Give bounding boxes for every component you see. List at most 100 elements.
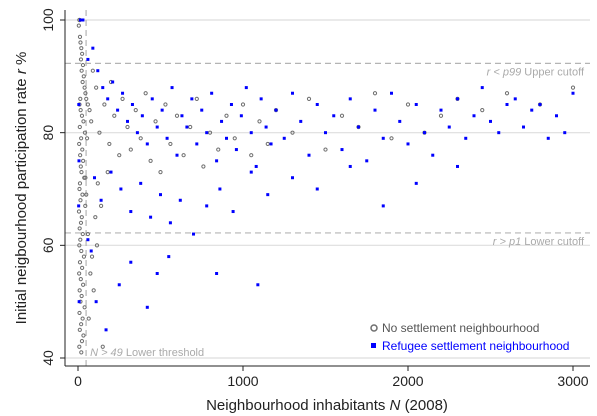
data-point-refugee-settlement — [180, 114, 184, 118]
legend: No settlement neighbourhood Refugee sett… — [370, 321, 569, 353]
data-point-refugee-settlement — [81, 18, 85, 22]
data-point-no-settlement — [80, 79, 85, 85]
reference-line-label: r > p1 Lower cutoff — [493, 236, 585, 248]
data-point-no-settlement — [372, 91, 378, 96]
data-point-no-settlement — [158, 170, 163, 175]
data-point-refugee-settlement — [231, 210, 235, 214]
data-point-refugee-settlement — [99, 198, 103, 202]
data-point-no-settlement — [107, 141, 112, 147]
data-point-refugee-settlement — [149, 215, 153, 219]
data-point-refugee-settlement — [414, 181, 418, 185]
data-point-refugee-settlement — [109, 170, 113, 174]
data-point-no-settlement — [86, 316, 91, 321]
data-point-no-settlement — [88, 271, 93, 276]
data-point-no-settlement — [224, 113, 229, 118]
x-tick-label: 1000 — [227, 373, 258, 389]
data-point-no-settlement — [232, 136, 237, 141]
data-point-refugee-settlement — [373, 108, 377, 112]
data-point-refugee-settlement — [348, 164, 352, 168]
data-point-refugee-settlement — [225, 136, 228, 140]
data-point-no-settlement — [455, 96, 460, 101]
data-point-refugee-settlement — [135, 131, 139, 135]
data-point-refugee-settlement — [489, 119, 492, 123]
data-point-refugee-settlement — [145, 305, 149, 309]
data-point-refugee-settlement — [190, 97, 194, 101]
x-tick-label: 2000 — [392, 373, 423, 389]
data-point-no-settlement — [81, 333, 86, 338]
data-point-no-settlement — [240, 102, 246, 107]
data-point-no-settlement — [77, 260, 83, 265]
data-point-refugee-settlement — [381, 204, 385, 208]
data-point-refugee-settlement — [205, 131, 209, 135]
data-point-no-settlement — [80, 192, 85, 197]
data-point-refugee-settlement — [145, 142, 149, 146]
data-point-refugee-settlement — [106, 97, 110, 101]
data-point-refugee-settlement — [244, 86, 248, 90]
reference-lines: r < p99 Upper cutoff r > p1 Lower cutoff N… — [65, 10, 590, 366]
data-point-refugee-settlement — [140, 114, 144, 118]
data-point-no-settlement — [91, 288, 96, 293]
data-point-no-settlement — [94, 85, 99, 90]
data-point-refugee-settlement — [315, 187, 319, 191]
data-point-no-settlement — [93, 215, 98, 220]
data-point-refugee-settlement — [218, 187, 222, 191]
data-point-refugee-settlement — [480, 86, 484, 90]
data-point-refugee-settlement — [178, 198, 182, 202]
data-point-no-settlement — [81, 158, 86, 163]
data-point-no-settlement — [78, 96, 83, 101]
data-point-refugee-settlement — [447, 125, 451, 129]
data-point-refugee-settlement — [259, 97, 263, 101]
data-point-no-settlement — [112, 113, 117, 118]
data-point-no-settlement — [90, 68, 95, 73]
data-point-no-settlement — [77, 344, 82, 349]
data-point-no-settlement — [79, 113, 85, 118]
data-point-refugee-settlement — [414, 103, 418, 106]
data-point-no-settlement — [105, 170, 110, 175]
data-point-no-settlement — [265, 141, 270, 147]
legend-label-refugee-settlement: Refugee settlement neighbourhood — [382, 339, 569, 353]
data-point-no-settlement — [163, 102, 168, 107]
data-point-refugee-settlement — [200, 108, 204, 112]
data-point-refugee-settlement — [324, 131, 327, 135]
data-point-no-settlement — [504, 91, 510, 96]
data-point-no-settlement — [84, 192, 89, 197]
data-point-refugee-settlement — [205, 204, 209, 208]
data-point-no-settlement — [249, 153, 254, 158]
data-point-refugee-settlement — [505, 103, 509, 106]
data-point-refugee-settlement — [546, 136, 550, 140]
data-point-no-settlement — [77, 226, 82, 231]
data-point-no-settlement — [80, 62, 86, 68]
data-point-refugee-settlement — [254, 164, 258, 168]
data-point-refugee-settlement — [299, 119, 303, 123]
y-tick-label: 100 — [40, 8, 56, 32]
data-point-no-settlement — [77, 327, 82, 332]
data-point-refugee-settlement — [431, 153, 435, 157]
x-tick-label: 3000 — [557, 373, 588, 389]
data-point-refugee-settlement — [513, 97, 517, 101]
data-point-refugee-settlement — [522, 125, 525, 129]
data-point-no-settlement — [78, 277, 83, 282]
data-point-no-settlement — [83, 91, 88, 96]
data-point-no-settlement — [77, 141, 82, 147]
data-point-no-settlement — [79, 248, 84, 254]
data-point-refugee-settlement — [119, 187, 123, 191]
data-point-refugee-settlement — [398, 119, 402, 123]
legend-item-no-settlement: No settlement neighbourhood — [370, 321, 539, 335]
data-point-no-settlement — [201, 164, 206, 169]
data-point-no-settlement — [81, 119, 86, 124]
data-point-no-settlement — [94, 243, 100, 248]
data-point-refugee-settlement — [571, 91, 575, 95]
data-point-no-settlement — [78, 220, 84, 225]
data-point-refugee-settlement — [365, 159, 369, 163]
data-point-refugee-settlement — [215, 159, 219, 163]
data-point-no-settlement — [306, 96, 312, 101]
data-point-no-settlement — [120, 96, 125, 101]
x-axis-title: Neighbourhood inhabitants N (2008) — [206, 397, 448, 414]
data-point-no-settlement — [422, 130, 427, 135]
data-point-no-settlement — [125, 124, 130, 130]
data-point-no-settlement — [138, 136, 143, 141]
data-point-refugee-settlement — [381, 136, 385, 140]
data-point-refugee-settlement — [530, 108, 534, 112]
data-point-refugee-settlement — [77, 204, 81, 208]
data-point-no-settlement — [80, 51, 85, 56]
